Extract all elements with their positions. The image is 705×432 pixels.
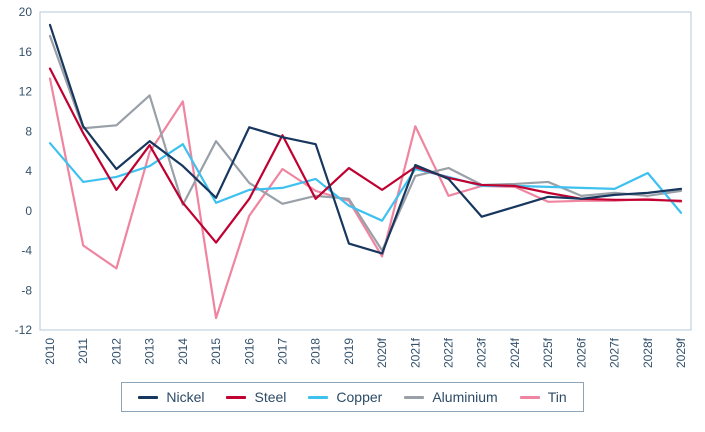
y-axis-label: 0 (25, 204, 32, 218)
x-axis-label: 2022f (442, 337, 456, 368)
y-axis-label: -4 (21, 244, 32, 258)
x-axis-label: 2017 (275, 338, 289, 365)
y-axis-label: 12 (19, 85, 33, 99)
legend-item-tin: Tin (519, 389, 567, 405)
legend-label: Copper (336, 389, 383, 405)
y-axis-label: 16 (19, 45, 33, 59)
legend-label: Aluminium (432, 389, 498, 405)
x-axis-label: 2021f (408, 337, 422, 368)
legend-swatch-steel (226, 395, 247, 399)
x-axis-label: 2014 (176, 338, 190, 365)
x-axis-label: 2011 (76, 338, 90, 364)
legend-swatch-copper (308, 395, 329, 399)
x-axis-label: 2020f (375, 337, 389, 368)
x-axis-label: 2023f (475, 337, 489, 368)
legend-swatch-tin (519, 395, 540, 399)
x-axis-label: 2026f (574, 337, 588, 368)
legend-row: Nickel Steel Copper Aluminium Tin (0, 382, 705, 412)
legend-label: Steel (254, 389, 287, 405)
legend-label: Nickel (166, 389, 205, 405)
y-axis-label: 8 (25, 124, 32, 138)
legend-item-nickel: Nickel (138, 389, 204, 405)
y-axis-label: -8 (21, 283, 32, 297)
y-axis-label: -12 (15, 323, 33, 337)
legend-swatch-aluminium (404, 395, 425, 399)
x-axis-label: 2010 (43, 338, 57, 365)
series-line-nickel (48, 23, 683, 255)
x-axis-label: 2027f (608, 337, 622, 368)
series-line-copper (48, 142, 683, 222)
x-axis-label: 2018 (309, 338, 323, 365)
legend-item-copper: Copper (308, 389, 382, 405)
x-axis-label: 2029f (674, 337, 688, 368)
x-axis-label: 2028f (641, 337, 655, 368)
y-axis-label: 20 (19, 5, 33, 19)
x-axis-label: 2013 (143, 338, 157, 365)
x-axis-label: 2019 (342, 338, 356, 365)
plot-area-border (39, 11, 692, 331)
x-axis-label: 2016 (242, 338, 256, 365)
legend-item-aluminium: Aluminium (404, 389, 498, 405)
series-line-tin (48, 77, 683, 320)
y-axis-label: 4 (25, 164, 32, 178)
x-axis-label: 2012 (109, 338, 123, 365)
legend: Nickel Steel Copper Aluminium Tin (121, 382, 584, 412)
legend-label: Tin (547, 389, 567, 405)
x-axis-label: 2024f (508, 337, 522, 368)
x-axis-label: 2025f (541, 337, 555, 368)
legend-swatch-nickel (138, 395, 159, 399)
legend-item-steel: Steel (226, 389, 286, 405)
x-axis-label: 2015 (209, 338, 223, 365)
series-line-aluminium (48, 34, 683, 252)
